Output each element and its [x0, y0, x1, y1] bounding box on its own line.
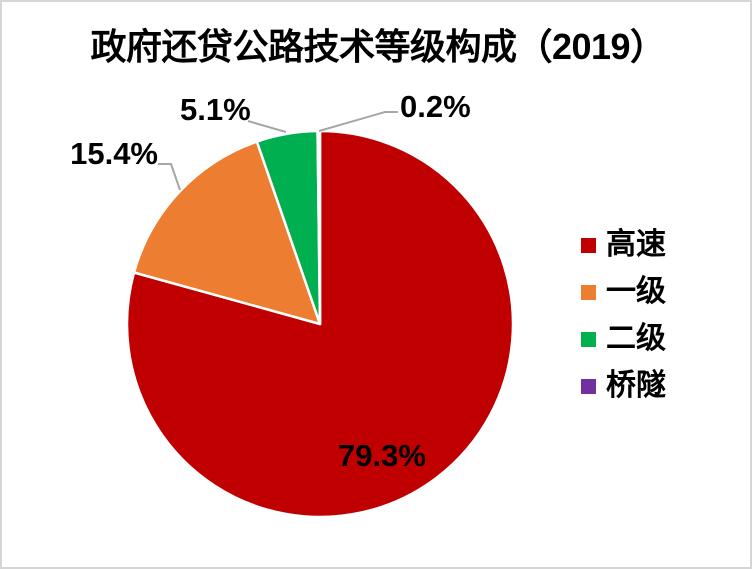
data-label-second-class: 5.1% — [180, 92, 251, 127]
pie-slice-first-class — [132, 140, 322, 326]
leader-line-second-class — [247, 120, 287, 133]
legend-item-second-class: 二级 — [581, 320, 666, 358]
chart-title: 政府还贷公路技术等级构成（2019） — [90, 26, 666, 67]
legend-label-bridge-tunnel: 桥隧 — [606, 369, 666, 402]
legend-item-first-class: 一级 — [581, 273, 666, 311]
legend-swatch-second-class — [581, 331, 596, 347]
leader-line-first-class — [158, 163, 181, 191]
legend-label-second-class: 二级 — [606, 322, 666, 355]
legend-label-first-class: 一级 — [606, 275, 666, 308]
legend-item-expressway: 高速 — [581, 226, 666, 264]
data-label-bridge-tunnel: 0.2% — [400, 89, 471, 124]
legend-swatch-bridge-tunnel — [581, 378, 596, 394]
leader-line-bridge-tunnel — [318, 111, 398, 132]
data-label-first-class: 15.4% — [70, 136, 158, 171]
legend-swatch-expressway — [581, 237, 596, 253]
legend-label-expressway: 高速 — [606, 228, 666, 261]
data-label-expressway: 79.3% — [338, 438, 426, 473]
legend-item-bridge-tunnel: 桥隧 — [581, 367, 666, 405]
legend-swatch-first-class — [581, 284, 596, 300]
